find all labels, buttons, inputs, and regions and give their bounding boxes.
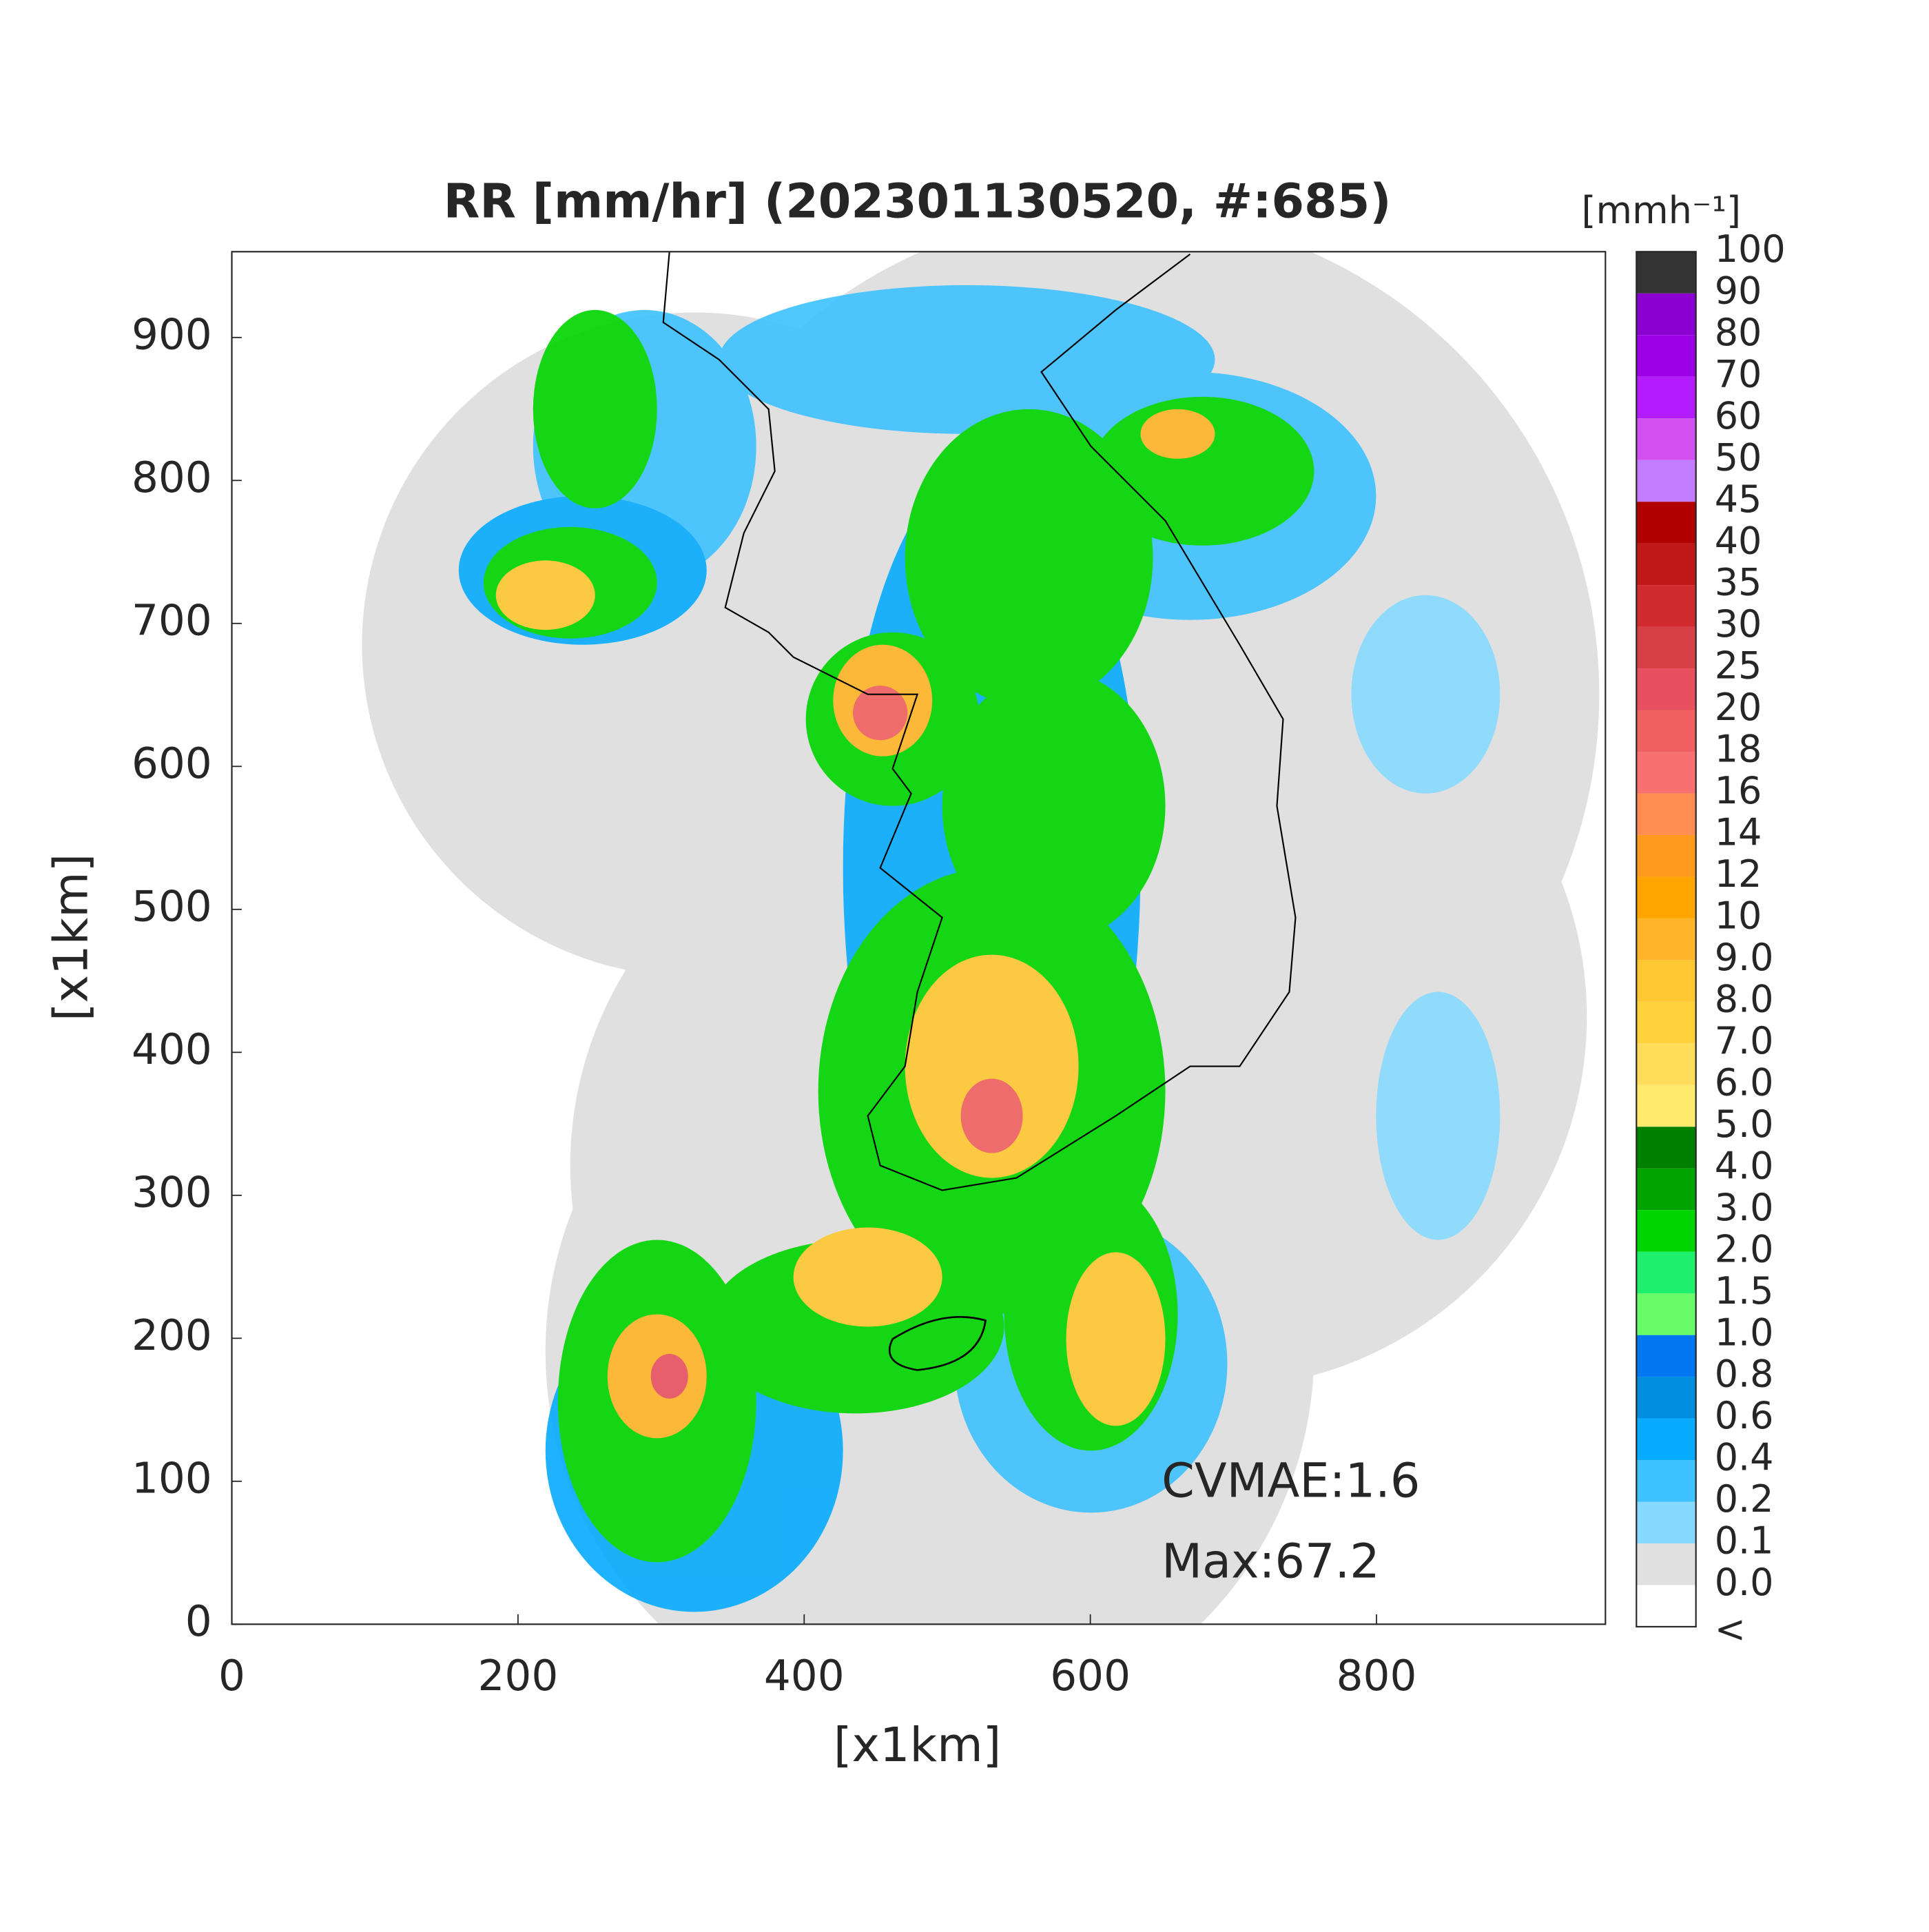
y-tick-label: 100 xyxy=(132,1454,212,1503)
colorbar-segment xyxy=(1636,502,1696,544)
colorbar-segment xyxy=(1636,1335,1696,1377)
colorbar-unit: [mmh⁻¹] xyxy=(1582,189,1742,232)
colorbar-segment xyxy=(1636,1127,1696,1169)
colorbar-segment xyxy=(1636,1460,1696,1502)
colorbar-segment xyxy=(1636,918,1696,960)
colorbar-segment xyxy=(1636,460,1696,502)
colorbar-segment xyxy=(1636,1043,1696,1085)
colorbar-tick-label: 0.2 xyxy=(1715,1477,1774,1521)
colorbar-tick-label: 70 xyxy=(1715,352,1762,395)
y-axis-label: [x1km] xyxy=(45,854,99,1022)
colorbar-segment xyxy=(1636,960,1696,1002)
colorbar-segment xyxy=(1636,1085,1696,1127)
colorbar-tick-label: 90 xyxy=(1715,269,1762,312)
colorbar-tick-label: 14 xyxy=(1715,811,1762,854)
colorbar-tick-label: 0.4 xyxy=(1715,1436,1774,1479)
y-tick-label: 400 xyxy=(132,1025,212,1074)
y-tick-label: 500 xyxy=(132,882,212,931)
colorbar-segment xyxy=(1636,1418,1696,1461)
colorbar-tick-label: 20 xyxy=(1715,686,1762,729)
colorbar-segment xyxy=(1636,793,1696,835)
colorbar-tick-label: 12 xyxy=(1715,852,1762,896)
y-tick-label: 600 xyxy=(132,739,212,788)
colorbar-segment xyxy=(1636,1585,1696,1627)
colorbar-segment xyxy=(1636,1001,1696,1044)
colorbar-tick-label: 80 xyxy=(1715,311,1762,354)
colorbar-tick-label: 0.0 xyxy=(1715,1561,1774,1604)
colorbar-segment xyxy=(1636,1210,1696,1252)
colorbar-tick-label: 18 xyxy=(1715,728,1762,771)
colorbar-tick-label: 7.0 xyxy=(1715,1019,1774,1062)
colorbar-tick-label: 10 xyxy=(1715,894,1762,938)
colorbar-tick-label: 1.0 xyxy=(1715,1311,1774,1354)
colorbar-segment xyxy=(1636,293,1696,336)
y-tick-label: 200 xyxy=(132,1311,212,1360)
colorbar-segment xyxy=(1636,251,1696,294)
colorbar-tick-label: 100 xyxy=(1715,227,1786,271)
colorbar-tick-label: 0.8 xyxy=(1715,1353,1774,1396)
colorbar-tick-label: 2.0 xyxy=(1715,1227,1774,1271)
colorbar-tick-label: 1.5 xyxy=(1715,1269,1774,1313)
y-tick-label: 900 xyxy=(132,310,212,359)
y-tick-label: 800 xyxy=(132,453,212,502)
x-tick-label: 800 xyxy=(1337,1652,1417,1700)
colorbar-segment xyxy=(1636,335,1696,377)
x-tick-label: 600 xyxy=(1050,1652,1131,1700)
radar-field xyxy=(362,251,1600,1625)
colorbar-frame xyxy=(1636,251,1697,1628)
colorbar-segment xyxy=(1636,751,1696,794)
x-tick-label: 0 xyxy=(218,1652,245,1700)
annotation: Max:67.2 xyxy=(1162,1534,1380,1589)
colorbar-tick-label: 45 xyxy=(1715,477,1762,521)
colorbar-tick-label: 40 xyxy=(1715,519,1762,562)
colorbar-segment xyxy=(1636,834,1696,877)
x-axis-label: [x1km] xyxy=(834,1718,1002,1773)
colorbar-tick-label: 8.0 xyxy=(1715,977,1774,1020)
colorbar-segment xyxy=(1636,710,1696,752)
colorbar-segment xyxy=(1636,1251,1696,1294)
colorbar-segment xyxy=(1636,1168,1696,1211)
colorbar-tick-label: 30 xyxy=(1715,602,1762,646)
y-tick-label: 700 xyxy=(132,596,212,645)
colorbar-tick-label: 3.0 xyxy=(1715,1186,1774,1229)
colorbar-tick-label: 9.0 xyxy=(1715,936,1774,979)
colorbar-segment xyxy=(1636,668,1696,710)
x-tick-label: 200 xyxy=(478,1652,559,1700)
colorbar-under-label: < xyxy=(1715,1607,1746,1651)
chart-title: RR [mm/hr] (202301130520, #:685) xyxy=(444,174,1392,229)
colorbar-tick-label: 0.6 xyxy=(1715,1394,1774,1437)
y-tick-label: 0 xyxy=(185,1597,212,1646)
colorbar-segment xyxy=(1636,626,1696,669)
colorbar-segment xyxy=(1636,376,1696,419)
colorbar-segment xyxy=(1636,543,1696,586)
colorbar-segment xyxy=(1636,1377,1696,1419)
colorbar-tick-label: 60 xyxy=(1715,394,1762,438)
colorbar-tick-label: 50 xyxy=(1715,435,1762,479)
colorbar-tick-label: 5.0 xyxy=(1715,1102,1774,1146)
colorbar-tick-label: 16 xyxy=(1715,769,1762,812)
colorbar-tick-label: 35 xyxy=(1715,561,1762,604)
colorbar-segment xyxy=(1636,1501,1696,1543)
colorbar-segment xyxy=(1636,1293,1696,1335)
axes-box xyxy=(231,251,1607,1625)
colorbar-segment xyxy=(1636,1543,1696,1585)
colorbar-segment xyxy=(1636,585,1696,627)
colorbar-tick-label: 0.1 xyxy=(1715,1519,1774,1563)
colorbar-tick-label: 6.0 xyxy=(1715,1060,1774,1104)
y-tick-label: 300 xyxy=(132,1168,212,1217)
colorbar-segment xyxy=(1636,876,1696,918)
colorbar-tick-label: 4.0 xyxy=(1715,1144,1774,1187)
annotation: CVMAE:1.6 xyxy=(1162,1455,1420,1509)
colorbar-tick-label: 25 xyxy=(1715,644,1762,688)
x-tick-label: 400 xyxy=(764,1652,845,1700)
colorbar-segment xyxy=(1636,418,1696,460)
